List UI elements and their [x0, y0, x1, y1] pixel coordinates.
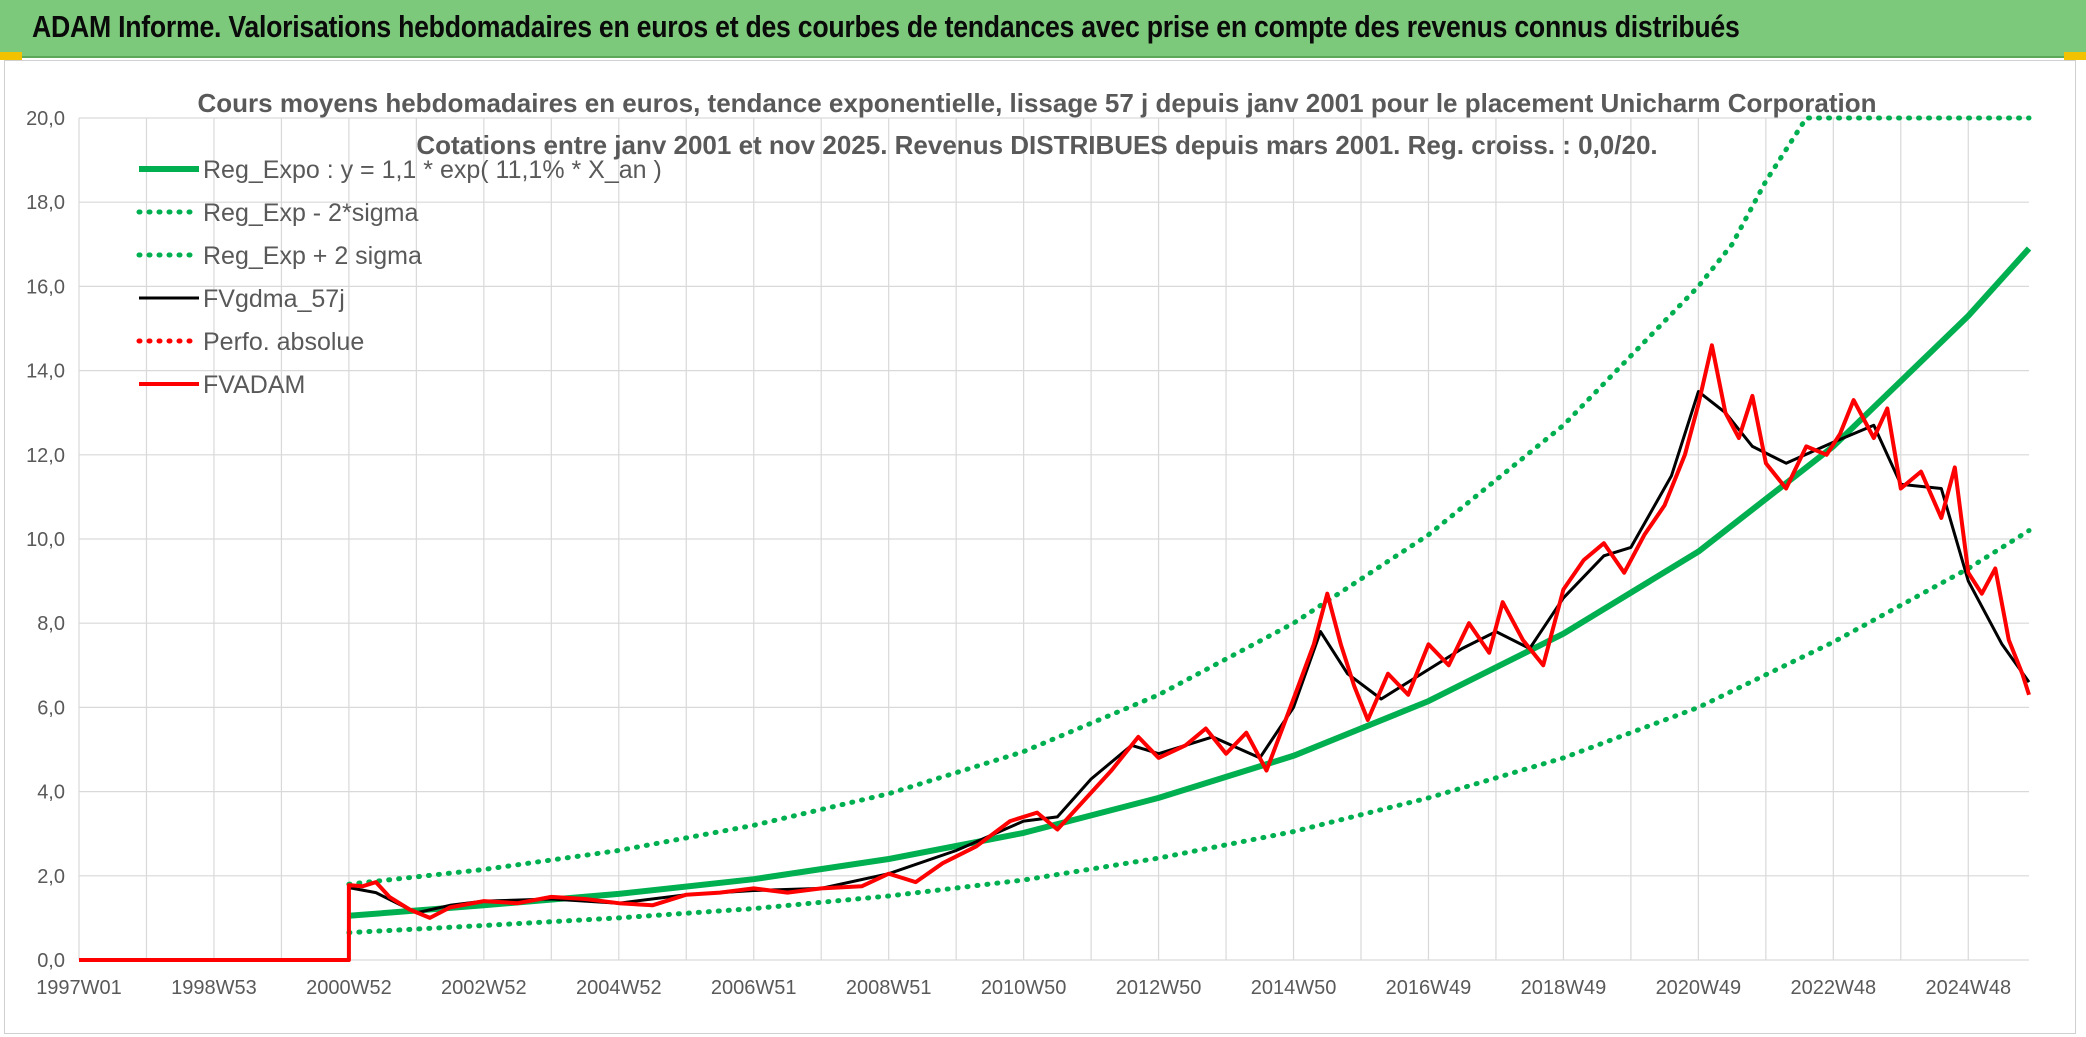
report-title: ADAM Informe. Valorisations hebdomadaire… [32, 9, 1740, 44]
legend-label: FVADAM [203, 371, 305, 399]
tick-labels: 0,0 2,0 4,0 6,0 8,0 10,0 12,0 14,0 16,0 18,0 20,0 1… [26, 108, 2011, 999]
grid [78, 117, 2029, 961]
y-tick-label: 2,0 [37, 866, 65, 888]
y-tick-label: 16,0 [26, 276, 65, 298]
series-line-0 [348, 246, 2032, 919]
x-tick-label: 1998W53 [171, 977, 257, 999]
y-tick-label: 8,0 [37, 613, 65, 635]
x-tick-label: 2002W52 [441, 977, 527, 999]
legend-label: Reg_Exp - 2*sigma [203, 199, 418, 227]
y-tick-label: 0,0 [37, 950, 65, 972]
y-tick-label: 4,0 [37, 782, 65, 804]
legend-label: FVgdma_57j [203, 285, 345, 313]
series-layer [79, 115, 2032, 962]
x-tick-label: 2006W51 [711, 977, 797, 999]
x-tick-label: 2016W49 [1386, 977, 1472, 999]
x-tick-label: 2018W49 [1521, 977, 1607, 999]
chart-subtitle: Cotations entre janv 2001 et nov 2025. R… [416, 130, 1657, 160]
series-line-5 [79, 343, 2031, 962]
y-tick-label: 10,0 [26, 529, 65, 551]
x-tick-label: 2008W51 [846, 977, 932, 999]
y-tick-label: 6,0 [37, 697, 65, 719]
series-line-2 [346, 115, 2032, 887]
x-tick-label: 2004W52 [576, 977, 662, 999]
corner-marker-right [2064, 52, 2086, 60]
y-tick-label: 18,0 [26, 192, 65, 214]
legend-label: Perfo. absolue [203, 328, 364, 356]
x-tick-label: 2022W48 [1791, 977, 1877, 999]
y-tick-label: 14,0 [26, 361, 65, 383]
x-tick-label: 2014W50 [1251, 977, 1337, 999]
x-tick-label: 2000W52 [306, 977, 392, 999]
series-line-3 [348, 390, 2031, 915]
y-tick-label: 20,0 [26, 108, 65, 130]
x-tick-label: 2010W50 [981, 977, 1067, 999]
x-tick-label: 2012W50 [1116, 977, 1202, 999]
chart-frame: 0,0 2,0 4,0 6,0 8,0 10,0 12,0 14,0 16,0 18,0 20,0 1… [4, 60, 2076, 1034]
report-banner: ADAM Informe. Valorisations hebdomadaire… [0, 0, 2086, 58]
legend: Reg_Expo : y = 1,1 * exp( 11,1% * X_an )… [136, 156, 662, 399]
legend-label: Reg_Exp + 2 sigma [203, 242, 422, 270]
x-tick-label: 2020W49 [1656, 977, 1742, 999]
series-line-1 [346, 528, 2032, 936]
x-tick-label: 2024W48 [1925, 977, 2011, 999]
x-tick-label: 1997W01 [36, 977, 122, 999]
corner-marker-left [0, 52, 22, 60]
chart: 0,0 2,0 4,0 6,0 8,0 10,0 12,0 14,0 16,0 18,0 20,0 1… [26, 88, 2032, 999]
legend-label: Reg_Expo : y = 1,1 * exp( 11,1% * X_an ) [203, 156, 662, 184]
chart-title: Cours moyens hebdomadaires en euros, ten… [198, 88, 1877, 118]
y-tick-label: 12,0 [26, 445, 65, 467]
